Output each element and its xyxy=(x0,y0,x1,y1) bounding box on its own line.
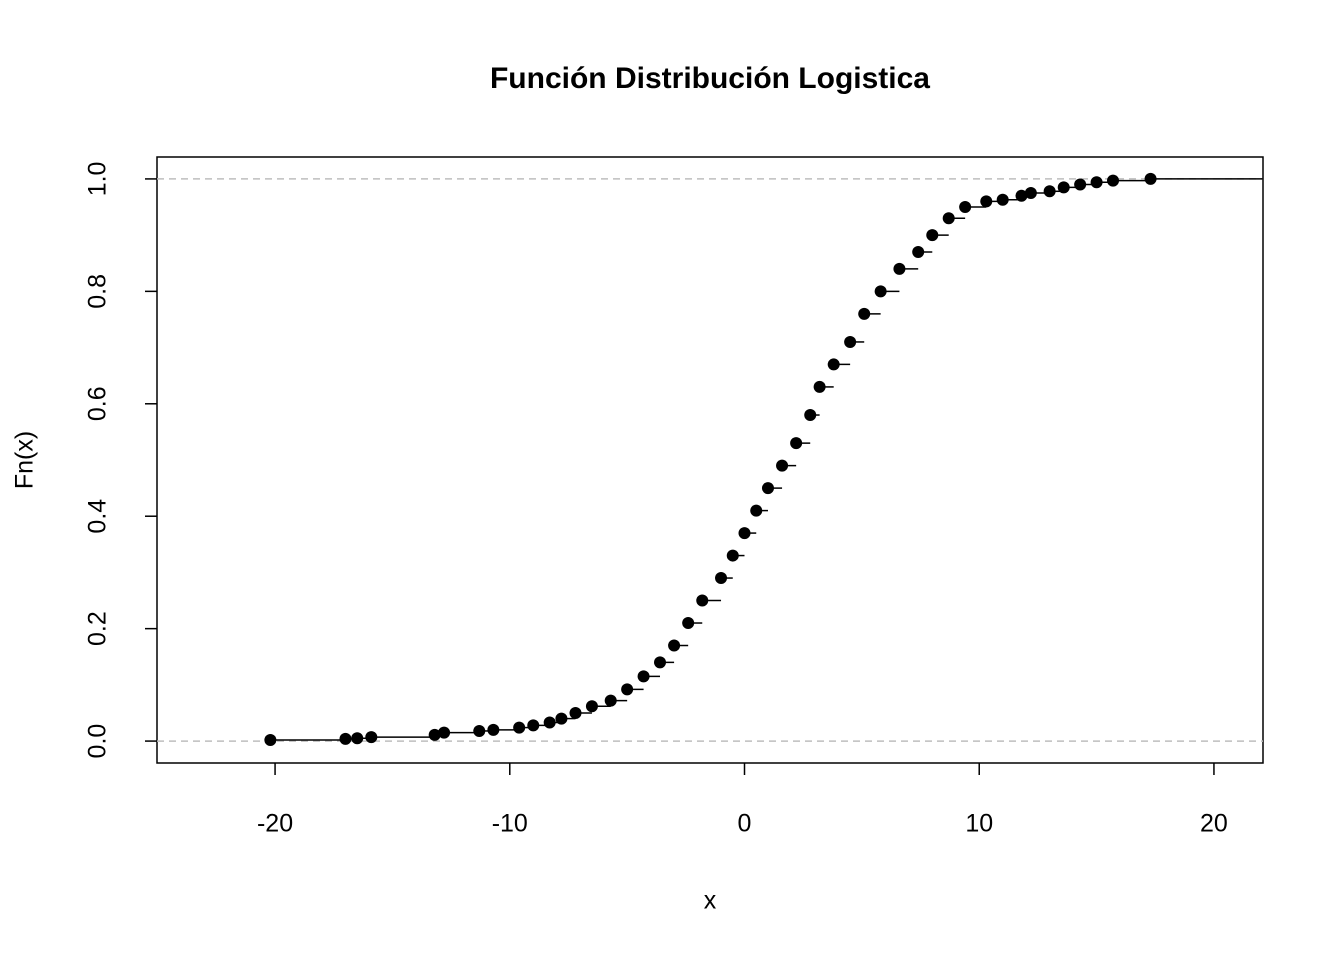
ecdf-point xyxy=(682,617,695,630)
x-tick-label: -10 xyxy=(492,810,528,838)
ecdf-point xyxy=(604,694,617,707)
ecdf-point xyxy=(365,731,378,744)
ecdf-point xyxy=(1090,176,1103,189)
x-tick-label: 20 xyxy=(1200,810,1228,838)
x-tick-label: 0 xyxy=(738,810,752,838)
ecdf-point xyxy=(942,212,955,225)
ecdf-point xyxy=(1074,178,1087,191)
ecdf-point xyxy=(726,549,739,562)
y-axis-label: Fn(x) xyxy=(11,431,39,489)
ecdf-point xyxy=(438,726,451,739)
ecdf-point xyxy=(513,721,526,734)
chart-title: Función Distribución Logistica xyxy=(490,62,930,95)
ecdf-point xyxy=(874,285,887,298)
ecdf-point xyxy=(351,732,364,745)
ecdf-point xyxy=(844,335,857,348)
ecdf-point xyxy=(339,732,352,745)
ecdf-point xyxy=(893,262,906,275)
ecdf-point xyxy=(827,358,840,371)
ecdf-point xyxy=(543,716,556,729)
ecdf-point xyxy=(750,504,763,517)
ecdf-point xyxy=(761,482,774,495)
y-tick-label: 1.0 xyxy=(84,162,112,197)
ecdf-point xyxy=(637,670,650,683)
ecdf-point xyxy=(1107,174,1120,187)
ecdf-point xyxy=(912,246,925,259)
ecdf-point xyxy=(959,201,972,214)
x-tick-label: 10 xyxy=(965,810,993,838)
y-tick-label: 0.4 xyxy=(84,499,112,534)
ecdf-point xyxy=(715,572,728,585)
ecdf-point xyxy=(926,229,939,242)
ecdf-point xyxy=(654,656,667,669)
ecdf-point xyxy=(804,409,817,422)
ecdf-point xyxy=(585,700,598,713)
y-tick-label: 0.8 xyxy=(84,274,112,309)
ecdf-point xyxy=(555,712,568,725)
ecdf-point xyxy=(696,594,709,607)
ecdf-point xyxy=(621,683,634,696)
y-tick-label: 0.2 xyxy=(84,611,112,646)
ecdf-point xyxy=(473,724,486,737)
y-tick-label: 0.0 xyxy=(84,724,112,759)
ecdf-point xyxy=(668,639,681,652)
x-axis-label: x xyxy=(704,887,717,915)
ecdf-point xyxy=(487,723,500,736)
y-tick-label: 0.6 xyxy=(84,386,112,421)
ecdf-point xyxy=(428,728,441,741)
ecdf-point xyxy=(738,527,751,540)
ecdf-point xyxy=(1144,172,1157,185)
ecdf-point xyxy=(776,459,789,472)
x-tick-label: -20 xyxy=(257,810,293,838)
ecdf-point xyxy=(1015,189,1028,202)
ecdf-point xyxy=(264,733,277,746)
ecdf-point xyxy=(858,307,871,320)
ecdf-point xyxy=(790,437,803,450)
ecdf-point xyxy=(1043,185,1056,198)
ecdf-point xyxy=(569,706,582,719)
ecdf-point xyxy=(996,193,1009,206)
ecdf-point xyxy=(980,195,993,208)
ecdf-point xyxy=(813,380,826,393)
ecdf-point xyxy=(1024,186,1037,199)
plot-frame xyxy=(156,156,1264,764)
ecdf-point xyxy=(1057,181,1070,194)
ecdf-point xyxy=(527,719,540,732)
